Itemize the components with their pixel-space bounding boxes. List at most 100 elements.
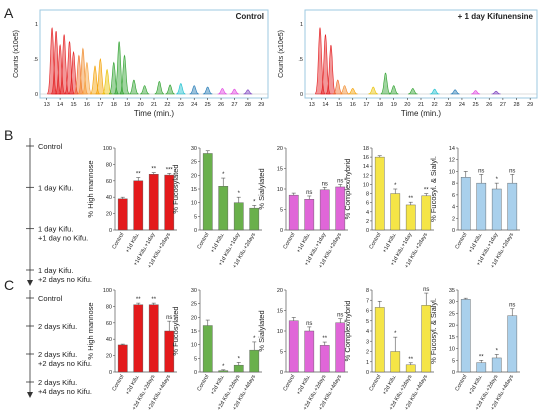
x-tick-label: 29 — [527, 102, 533, 108]
y-tick-label: 100 — [103, 146, 112, 152]
bar — [507, 182, 518, 231]
bar — [491, 357, 502, 373]
x-tick-label: 17 — [97, 102, 103, 108]
y-tick-label: 1 — [35, 22, 38, 28]
chromatogram-control: Control Counts (x10e5) Time (min.) 13 14 15 16… — [13, 9, 269, 118]
bar-chart-b-3: % Sialylated 0 5 10 15 20 Control ns +1d Kifu. ns… — [257, 146, 348, 269]
bar — [319, 345, 330, 373]
x-tick-label: 22 — [432, 102, 438, 108]
y-tick-label: 10 — [277, 329, 283, 335]
significance-label: * — [238, 356, 241, 362]
y-tick-label: 8 — [366, 288, 369, 294]
y-axis-label: % High mannose — [86, 302, 95, 359]
significance-label: *** — [166, 167, 174, 173]
bar — [304, 330, 315, 373]
y-tick-label: 12 — [363, 173, 369, 179]
significance-label: * — [253, 336, 256, 342]
chromatogram-peak — [78, 47, 88, 95]
x-tick-label: 20 — [404, 102, 410, 108]
bar-chart-c-3: % Sialylated 0 5 10 15 20 Control ns +2d Kifu. **… — [257, 288, 348, 411]
bar-chart-b-4: % Complex/hybrid 0 2 4 6 8 10 12 14 16 18 Control * +… — [343, 146, 434, 269]
y-tick-label: 10 — [277, 187, 283, 193]
significance-label: ** — [151, 167, 156, 173]
y-tick-label: 15 — [449, 335, 455, 341]
significance-label: * — [496, 177, 499, 183]
bar — [405, 204, 416, 231]
bar — [304, 199, 315, 231]
y-tick-label: 0 — [109, 228, 112, 234]
y-tick-label: 40 — [106, 337, 112, 343]
chrom-label: Control — [236, 12, 264, 21]
chromatogram-peak — [450, 89, 460, 95]
bar-chart-c-2: % Fucosylated 0 5 10 15 20 25 30 Control * +2d Kif… — [171, 288, 262, 411]
bar — [202, 153, 213, 231]
chromatogram-peak — [129, 79, 139, 95]
y-tick-label: 80 — [106, 162, 112, 168]
x-tick-label: 29 — [258, 102, 264, 108]
y-axis-label: % Sialylated — [257, 310, 266, 351]
y-tick-label: 20 — [191, 315, 197, 321]
y-tick-label: 0 — [109, 370, 112, 376]
y-tick-label: 8 — [366, 192, 369, 198]
x-tick-label: 20 — [138, 102, 144, 108]
timeline-step: Control — [38, 294, 63, 303]
category-label: +2d Kifu. — [468, 374, 484, 396]
x-tick-label: 18 — [377, 102, 383, 108]
y-tick-label: 0 — [280, 370, 283, 376]
bar — [374, 307, 385, 373]
x-tick-label: 25 — [205, 102, 211, 108]
timeline-arrow — [27, 280, 33, 286]
y-tick-label: 15 — [277, 309, 283, 315]
y-tick-label: 100 — [103, 288, 112, 294]
chromatogram-peak — [55, 43, 65, 95]
category-label: Control — [111, 374, 125, 392]
x-tick-label: 14 — [57, 102, 63, 108]
category-label: Control — [196, 232, 210, 250]
chromatogram-peak — [165, 84, 175, 95]
bar — [405, 364, 416, 373]
y-tick-label: 4 — [366, 210, 369, 216]
y-axis-label: Counts (x10e5) — [278, 30, 285, 78]
bar — [476, 362, 487, 373]
y-tick-label: 1 — [300, 22, 303, 28]
bar-chart-b-1: % High mannose 0 20 40 60 80 100 Control ** +1d K… — [86, 146, 177, 269]
y-tick-label: 30 — [191, 288, 197, 294]
y-tick-label: 0 — [452, 370, 455, 376]
significance-label: * — [222, 364, 225, 370]
y-tick-label: 30 — [191, 146, 197, 152]
x-tick-label: 28 — [513, 102, 519, 108]
x-axis-label: Time (min.) — [134, 109, 174, 118]
y-tick-label: 20 — [449, 323, 455, 329]
y-tick-label: 20 — [106, 354, 112, 360]
category-label: Control — [368, 232, 382, 250]
timeline-step: 1 day Kifu. +2 days no Kifu. — [38, 266, 92, 284]
y-tick-label: 5 — [194, 356, 197, 362]
x-tick-label: 15 — [70, 102, 76, 108]
chrom-label: + 1 day Kifunensine — [458, 12, 534, 21]
significance-label: ** — [408, 357, 413, 363]
chromatogram-peak — [217, 88, 228, 95]
y-tick-label: 0 — [35, 92, 38, 98]
timeline-step: 2 days Kifu. +4 days no Kifu. — [38, 378, 92, 396]
y-tick-label: 20 — [277, 146, 283, 152]
y-axis-label: % Fucosylated — [171, 306, 180, 355]
x-tick-label: 23 — [178, 102, 184, 108]
bar — [460, 299, 471, 373]
y-tick-label: 4 — [366, 329, 369, 335]
y-axis-label: Counts (x10e5) — [13, 30, 20, 78]
category-label: +1d Kifu. — [296, 232, 312, 254]
significance-label: ** — [479, 354, 484, 360]
y-tick-label: 4 — [452, 205, 455, 211]
bar — [117, 198, 128, 231]
y-tick-label: .5 — [298, 57, 303, 63]
y-tick-label: 80 — [106, 304, 112, 310]
y-tick-label: 5 — [280, 350, 283, 356]
chromatogram-peak — [189, 85, 200, 95]
y-tick-label: 30 — [449, 300, 455, 306]
bar — [249, 349, 260, 373]
significance-label: ** — [151, 297, 156, 303]
y-axis-label: % Fucosylated — [171, 164, 180, 213]
x-tick-label: 24 — [191, 102, 197, 108]
chromatogram-peak — [202, 86, 213, 95]
